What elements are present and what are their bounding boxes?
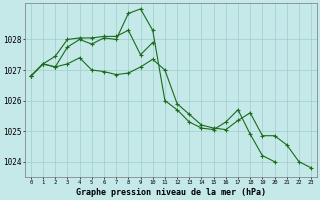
X-axis label: Graphe pression niveau de la mer (hPa): Graphe pression niveau de la mer (hPa) <box>76 188 266 197</box>
